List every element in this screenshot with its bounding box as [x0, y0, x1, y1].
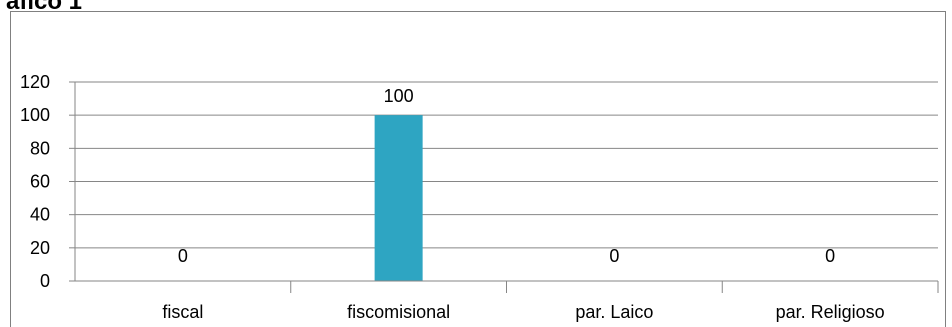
y-tick-label-60: 60 — [30, 172, 50, 192]
y-tick-labels: 0 20 40 60 80 100 120 — [20, 72, 50, 291]
x-tick-label-fiscomisional: fiscomisional — [347, 302, 450, 322]
x-tick-label-par-religioso: par. Religioso — [776, 302, 885, 322]
x-tick-label-fiscal: fiscal — [162, 302, 203, 322]
gridlines — [75, 81, 938, 249]
data-label-par-religioso: 0 — [825, 246, 835, 266]
chart-frame — [10, 11, 946, 327]
axes — [69, 81, 939, 293]
data-label-fiscomisional: 100 — [384, 86, 414, 106]
y-tick-label-100: 100 — [20, 105, 50, 125]
data-labels: 0 100 0 0 — [178, 86, 835, 266]
y-tick-label-0: 0 — [40, 271, 50, 291]
y-tick-label-120: 120 — [20, 72, 50, 92]
y-tick-label-20: 20 — [30, 238, 50, 258]
y-tick-label-80: 80 — [30, 138, 50, 158]
bars — [374, 115, 423, 282]
data-label-par-laico: 0 — [609, 246, 619, 266]
x-tick-labels: fiscal fiscomisional par. Laico par. Religi… — [162, 302, 884, 322]
x-tick-label-par-laico: par. Laico — [575, 302, 653, 322]
data-label-fiscal: 0 — [178, 246, 188, 266]
bar-fiscomisional — [374, 115, 423, 282]
y-tick-label-40: 40 — [30, 205, 50, 225]
